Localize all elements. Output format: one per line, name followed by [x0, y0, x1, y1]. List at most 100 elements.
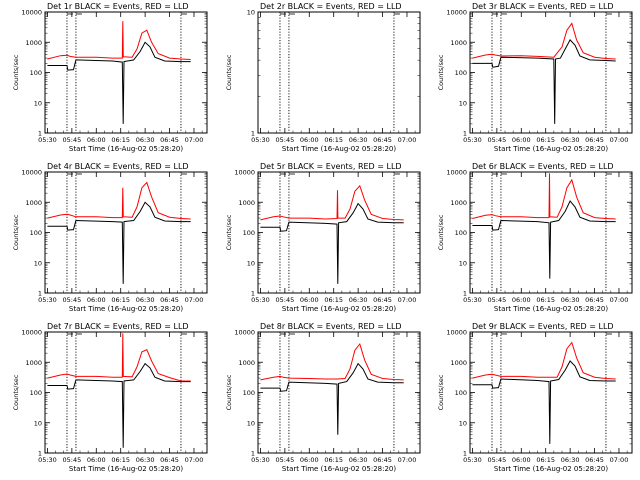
x-tick-label: 06:15 [324, 136, 343, 144]
panel-det-1: Det 1r BLACK = Events, RED = LLD 1 10 100 10… [12, 2, 208, 153]
x-tick-label: 05:30 [463, 136, 482, 144]
x-tick-label: 06:45 [373, 296, 392, 304]
panel-title: Det 9r BLACK = Events, RED = LLD [472, 322, 614, 331]
y-axis-label: Counts/sec [437, 54, 445, 90]
x-tick-label: 07:00 [398, 456, 417, 464]
x-tick-label: 07:00 [398, 136, 417, 144]
y-tick-label: 10 [247, 419, 255, 427]
x-tick-label: 05:30 [38, 456, 57, 464]
panel-det-6: Det 6r BLACK = Events, RED = LLD 1 10 100 10… [437, 162, 633, 313]
y-tick-label: 1000 [25, 199, 42, 207]
panel-det-5: Det 5r BLACK = Events, RED = LLD 1 10 100 10… [225, 162, 421, 313]
y-tick-label: 1 [38, 130, 42, 138]
x-tick-label: 06:15 [536, 296, 555, 304]
x-tick-label: 06:30 [349, 296, 368, 304]
events-series-line [260, 362, 404, 435]
x-tick-label: 06:30 [349, 136, 368, 144]
plot-frame [44, 11, 208, 134]
plot-frame [469, 11, 633, 134]
y-tick-label: 10 [459, 99, 467, 107]
panel-title: Det 1r BLACK = Events, RED = LLD [47, 2, 189, 11]
events-series-line [472, 200, 616, 279]
y-tick-label: 1000 [238, 199, 255, 207]
lld-series-line [472, 22, 616, 60]
y-tick-label: 1 [463, 290, 467, 298]
x-axis-label: Start Time (16-Aug-02 05:28:20) [282, 305, 396, 313]
events-series-line [260, 202, 404, 284]
plot-frame [257, 171, 421, 294]
y-tick-label: 10000 [21, 9, 42, 17]
y-tick-label: 100 [455, 229, 467, 237]
x-axis-label: Start Time (16-Aug-02 05:28:20) [69, 305, 183, 313]
plot-frame [44, 331, 208, 454]
x-tick-label: 07:00 [398, 296, 417, 304]
x-tick-label: 06:00 [300, 136, 319, 144]
x-tick-label: 07:00 [185, 136, 204, 144]
x-tick-label: 06:30 [136, 296, 155, 304]
x-axis-label: Start Time (16-Aug-02 05:28:20) [282, 465, 396, 473]
x-tick-label: 06:30 [136, 136, 155, 144]
x-tick-label: 06:45 [373, 456, 392, 464]
y-tick-label: 100 [30, 229, 42, 237]
x-tick-label: 06:00 [300, 296, 319, 304]
x-tick-label: 05:45 [62, 136, 81, 144]
y-tick-label: 10 [34, 259, 42, 267]
panel-title: Det 6r BLACK = Events, RED = LLD [472, 162, 614, 171]
x-tick-label: 06:15 [324, 456, 343, 464]
x-tick-label: 07:00 [610, 136, 629, 144]
panel-det-4: Det 4r BLACK = Events, RED = LLD 1 10 100 10… [12, 162, 208, 313]
x-tick-label: 05:45 [487, 136, 506, 144]
y-tick-label: 100 [455, 389, 467, 397]
x-tick-label: 06:45 [160, 456, 179, 464]
x-tick-label: 07:00 [610, 296, 629, 304]
lld-series-line [472, 341, 616, 380]
y-axis-label: Counts/sec [12, 374, 20, 410]
y-tick-label: 1 [251, 130, 255, 138]
x-tick-label: 06:15 [536, 456, 555, 464]
y-tick-label: 100 [30, 69, 42, 77]
y-tick-label: 10 [247, 259, 255, 267]
panel-title: Det 7r BLACK = Events, RED = LLD [47, 322, 189, 331]
x-tick-label: 06:45 [585, 296, 604, 304]
y-tick-label: 10000 [446, 169, 467, 177]
y-tick-label: 1000 [450, 199, 467, 207]
lld-series-line [47, 21, 191, 60]
plot-frame [469, 171, 633, 294]
x-axis-label: Start Time (16-Aug-02 05:28:20) [282, 145, 396, 153]
lld-series-line [260, 342, 404, 381]
panel-title: Det 5r BLACK = Events, RED = LLD [260, 162, 402, 171]
x-tick-label: 06:45 [373, 136, 392, 144]
x-tick-label: 06:15 [536, 136, 555, 144]
x-tick-label: 06:15 [111, 456, 130, 464]
y-tick-label: 10000 [234, 169, 255, 177]
events-series-line [472, 360, 616, 444]
events-series-line [472, 39, 616, 124]
y-tick-label: 1 [38, 450, 42, 458]
y-tick-label: 1 [38, 290, 42, 298]
x-tick-label: 05:45 [62, 296, 81, 304]
y-tick-label: 1 [463, 450, 467, 458]
y-tick-label: 10000 [446, 329, 467, 337]
x-tick-label: 06:30 [561, 456, 580, 464]
events-series-line [47, 362, 191, 448]
panel-det-7: Det 7r BLACK = Events, RED = LLD 1 10 100 10… [12, 322, 208, 473]
x-tick-label: 06:00 [512, 456, 531, 464]
y-tick-label: 1000 [450, 359, 467, 367]
x-tick-label: 06:45 [160, 296, 179, 304]
y-axis-label: Counts/sec [225, 54, 233, 90]
x-tick-label: 06:00 [300, 456, 319, 464]
x-tick-label: 05:30 [251, 136, 270, 144]
y-tick-label: 1 [251, 450, 255, 458]
y-axis-label: Counts/sec [437, 214, 445, 250]
lld-series-line [47, 333, 191, 382]
y-tick-label: 1000 [238, 359, 255, 367]
events-series-line [47, 201, 191, 284]
y-axis-label: Counts/sec [225, 374, 233, 410]
plot-frame [44, 171, 208, 294]
y-tick-label: 100 [30, 389, 42, 397]
x-axis-label: Start Time (16-Aug-02 05:28:20) [69, 465, 183, 473]
x-tick-label: 05:45 [487, 456, 506, 464]
x-tick-label: 05:30 [251, 456, 270, 464]
x-tick-label: 05:30 [463, 456, 482, 464]
